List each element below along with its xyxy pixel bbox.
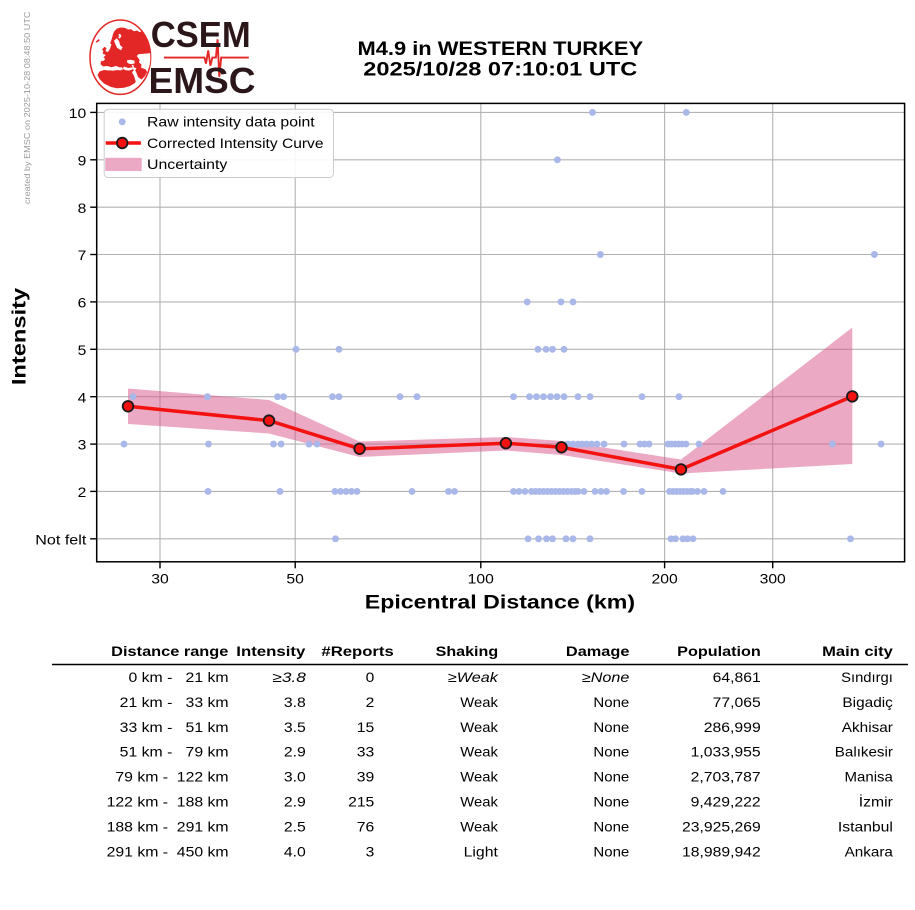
svg-text:4: 4 — [78, 390, 87, 405]
svg-text:Balıkesir: Balıkesir — [835, 745, 894, 760]
svg-text:7: 7 — [78, 248, 87, 263]
svg-text:291 km - 450 km: 291 km - 450 km — [107, 844, 229, 859]
svg-text:İzmir: İzmir — [859, 793, 894, 810]
svg-text:EMSC: EMSC — [149, 60, 256, 101]
svg-text:None: None — [593, 720, 629, 735]
svg-text:79 km - 122 km: 79 km - 122 km — [111, 770, 229, 785]
svg-text:None: None — [593, 844, 629, 859]
svg-text:15: 15 — [357, 720, 375, 735]
svg-text:Sındırgı: Sındırgı — [841, 670, 893, 685]
svg-text:Not felt: Not felt — [35, 532, 86, 547]
svg-text:≥3.8: ≥3.8 — [272, 670, 306, 685]
svg-text:Distance range: Distance range — [111, 644, 229, 659]
svg-text:2025/10/28 07:10:01 UTC: 2025/10/28 07:10:01 UTC — [363, 60, 637, 81]
svg-text:Bigadiç: Bigadiç — [842, 695, 893, 710]
svg-text:50: 50 — [286, 572, 304, 587]
svg-text:286,999: 286,999 — [704, 720, 761, 735]
svg-text:300: 300 — [760, 572, 787, 587]
svg-text:Weak: Weak — [460, 770, 498, 785]
svg-text:Manisa: Manisa — [845, 770, 894, 785]
svg-text:5: 5 — [78, 343, 87, 358]
svg-text:CSEM: CSEM — [151, 14, 251, 55]
svg-text:2.9: 2.9 — [284, 795, 306, 810]
svg-text:Epicentral Distance (km): Epicentral Distance (km) — [365, 592, 635, 614]
svg-text:Intensity: Intensity — [236, 644, 305, 659]
svg-text:122 km - 188 km: 122 km - 188 km — [107, 795, 229, 810]
svg-text:0: 0 — [366, 670, 375, 685]
svg-text:3: 3 — [366, 844, 375, 859]
svg-text:3.5: 3.5 — [284, 720, 306, 735]
svg-text:1,033,955: 1,033,955 — [691, 745, 761, 760]
svg-text:None: None — [593, 795, 629, 810]
svg-text:Weak: Weak — [460, 795, 498, 810]
svg-text:100: 100 — [468, 572, 495, 587]
svg-text:3: 3 — [78, 438, 87, 453]
svg-text:Raw intensity data point: Raw intensity data point — [147, 115, 315, 130]
svg-text:None: None — [593, 770, 629, 785]
svg-text:4.0: 4.0 — [284, 844, 306, 859]
svg-text:2: 2 — [78, 485, 87, 500]
svg-text:Ankara: Ankara — [845, 844, 894, 859]
svg-text:77,065: 77,065 — [713, 695, 761, 710]
svg-text:51 km - 79 km: 51 km - 79 km — [115, 745, 228, 760]
svg-text:2.9: 2.9 — [284, 745, 306, 760]
svg-text:21 km - 33 km: 21 km - 33 km — [115, 695, 228, 710]
svg-text:64,861: 64,861 — [713, 670, 761, 685]
svg-text:created by EMSC on 2025-10-28: created by EMSC on 2025-10-28 08:48:50 U… — [23, 11, 32, 204]
svg-text:#Reports: #Reports — [321, 644, 394, 659]
svg-text:None: None — [593, 695, 629, 710]
svg-text:33 km - 51 km: 33 km - 51 km — [115, 720, 228, 735]
svg-text:33: 33 — [357, 745, 375, 760]
svg-text:Weak: Weak — [460, 695, 498, 710]
svg-text:9,429,222: 9,429,222 — [691, 795, 761, 810]
svg-text:Istanbul: Istanbul — [838, 820, 893, 835]
svg-text:188 km - 291 km: 188 km - 291 km — [107, 820, 229, 835]
svg-text:Uncertainty: Uncertainty — [147, 157, 227, 172]
svg-text:6: 6 — [78, 296, 87, 311]
svg-text:23,925,269: 23,925,269 — [682, 820, 761, 835]
svg-text:Weak: Weak — [460, 820, 498, 835]
svg-text:10: 10 — [69, 106, 87, 121]
svg-text:Shaking: Shaking — [436, 644, 499, 659]
svg-text:Light: Light — [464, 844, 498, 859]
svg-text:3.0: 3.0 — [284, 770, 306, 785]
svg-text:Weak: Weak — [460, 745, 498, 760]
svg-text:Weak: Weak — [460, 720, 498, 735]
svg-text:9: 9 — [78, 153, 87, 168]
svg-text:18,989,942: 18,989,942 — [682, 844, 761, 859]
svg-text:8: 8 — [78, 201, 87, 216]
svg-text:2,703,787: 2,703,787 — [691, 770, 761, 785]
svg-text:Population: Population — [677, 644, 761, 659]
svg-text:0 km - 21 km: 0 km - 21 km — [120, 670, 229, 685]
svg-text:2.5: 2.5 — [284, 820, 306, 835]
svg-text:Main city: Main city — [822, 644, 893, 659]
svg-text:≥None: ≥None — [582, 670, 630, 685]
svg-text:None: None — [593, 820, 629, 835]
svg-text:215: 215 — [348, 795, 375, 810]
svg-text:3.8: 3.8 — [284, 695, 306, 710]
svg-text:M4.9 in WESTERN TURKEY: M4.9 in WESTERN TURKEY — [358, 39, 644, 60]
svg-text:Intensity: Intensity — [9, 288, 31, 386]
svg-text:Akhisar: Akhisar — [842, 720, 894, 735]
svg-text:Corrected Intensity Curve: Corrected Intensity Curve — [147, 136, 324, 151]
svg-text:Damage: Damage — [566, 644, 630, 659]
svg-text:76: 76 — [357, 820, 375, 835]
svg-text:2: 2 — [366, 695, 375, 710]
svg-text:≥Weak: ≥Weak — [448, 670, 499, 685]
svg-text:200: 200 — [652, 572, 679, 587]
svg-text:None: None — [593, 745, 629, 760]
svg-text:39: 39 — [357, 770, 375, 785]
svg-text:30: 30 — [151, 572, 169, 587]
